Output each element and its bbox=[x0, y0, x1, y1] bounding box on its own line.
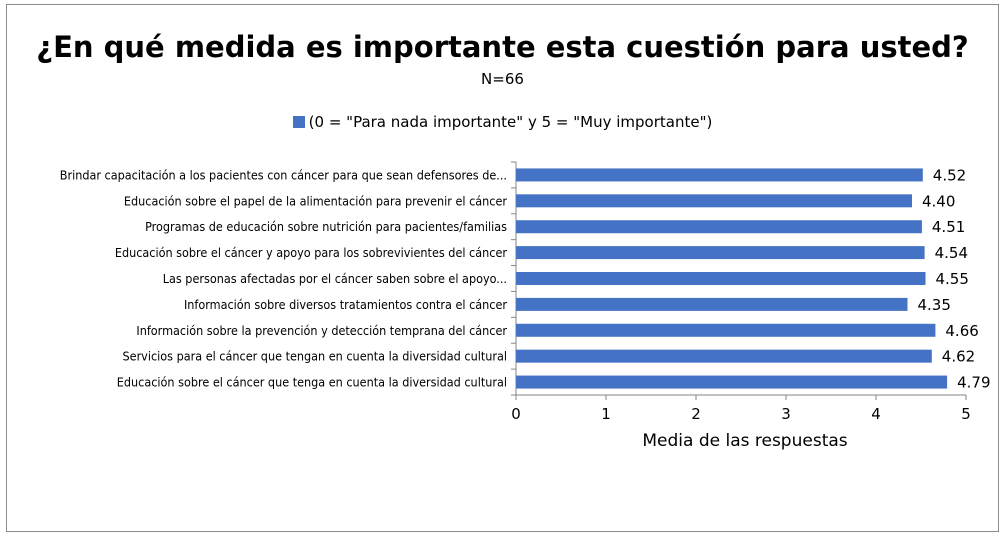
value-label: 4.35 bbox=[918, 296, 951, 314]
category-label: Brindar capacitación a los pacientes con… bbox=[60, 167, 507, 182]
bar bbox=[516, 194, 912, 208]
value-label: 4.54 bbox=[935, 244, 968, 262]
x-tick-label: 0 bbox=[511, 405, 521, 423]
value-label: 4.55 bbox=[936, 270, 969, 288]
category-label: Las personas afectadas por el cáncer sab… bbox=[163, 271, 507, 286]
value-label: 4.52 bbox=[933, 166, 966, 184]
value-label: 4.79 bbox=[957, 374, 990, 392]
x-tick-label: 1 bbox=[601, 405, 611, 423]
bar bbox=[516, 375, 948, 389]
chart-subtitle: N=66 bbox=[481, 70, 524, 88]
category-label: Programas de educación sobre nutrición p… bbox=[145, 219, 507, 234]
legend: (0 = "Para nada importante" y 5 = "Muy i… bbox=[0, 113, 1005, 131]
x-tick-label: 5 bbox=[961, 405, 971, 423]
x-tick-label: 4 bbox=[871, 405, 881, 423]
category-label: Información sobre diversos tratamientos … bbox=[184, 297, 507, 312]
chart-title: ¿En qué medida es importante esta cuesti… bbox=[36, 30, 969, 64]
value-label: 4.66 bbox=[945, 322, 978, 340]
value-label: 4.62 bbox=[942, 348, 975, 366]
legend-label: (0 = "Para nada importante" y 5 = "Muy i… bbox=[308, 113, 713, 131]
x-tick-label: 3 bbox=[781, 405, 791, 423]
bar bbox=[516, 297, 908, 311]
bar bbox=[516, 323, 936, 337]
category-label: Servicios para el cáncer que tengan en c… bbox=[123, 349, 508, 364]
value-label: 4.51 bbox=[932, 218, 965, 236]
chart-frame bbox=[6, 4, 999, 532]
category-label: Educación sobre el papel de la alimentac… bbox=[124, 193, 507, 208]
bar bbox=[516, 272, 926, 285]
bar bbox=[516, 349, 932, 363]
bar bbox=[516, 220, 922, 234]
bar bbox=[516, 246, 925, 260]
category-label: Educación sobre el cáncer que tenga en c… bbox=[117, 375, 507, 390]
legend-swatch bbox=[292, 116, 305, 128]
category-label: Información sobre la prevención y detecc… bbox=[136, 323, 507, 338]
bar bbox=[516, 168, 923, 182]
value-label: 4.40 bbox=[922, 192, 955, 210]
x-tick-label: 2 bbox=[691, 405, 701, 423]
category-label: Educación sobre el cáncer y apoyo para l… bbox=[115, 245, 508, 260]
x-axis-title: Media de las respuestas bbox=[642, 431, 847, 451]
